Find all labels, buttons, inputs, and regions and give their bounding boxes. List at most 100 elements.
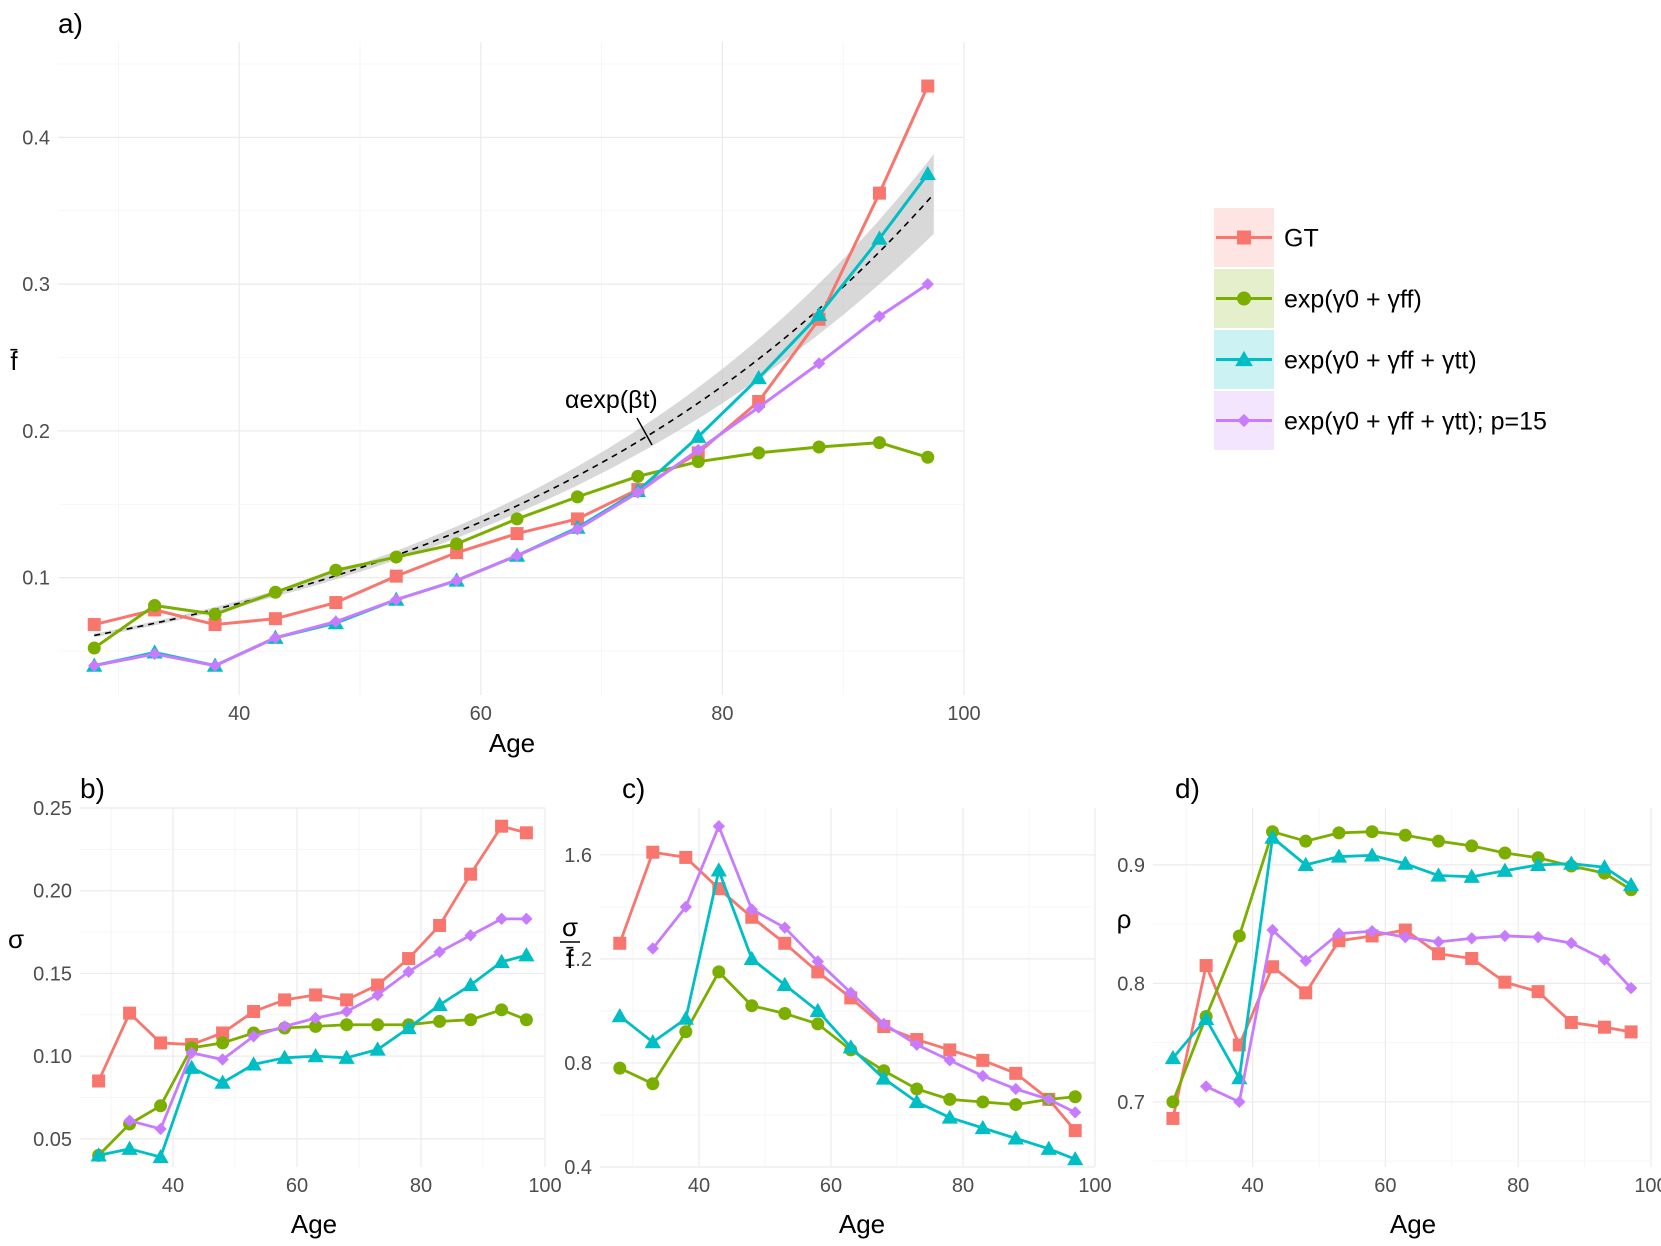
data-point-GT (340, 993, 354, 1007)
data-point-exp2 (1430, 867, 1447, 882)
data-point-exp3 (812, 357, 826, 370)
plot-b: 40 60 80 100 0.05 0.10 0.15 0.20 0.25 (33, 798, 562, 1197)
data-point-exp3 (778, 921, 791, 934)
grid (58, 42, 965, 695)
series-exp1 (92, 1003, 533, 1162)
data-point-exp3 (1069, 1106, 1082, 1119)
series-exp3 (646, 820, 1082, 1119)
data-point-exp3 (1332, 927, 1346, 940)
data-point-GT (1598, 1020, 1612, 1034)
data-point-exp3 (712, 820, 725, 833)
series-line-GT (93, 85, 930, 627)
data-point-exp2 (690, 428, 707, 443)
x-tick-label: 80 (1507, 1175, 1529, 1197)
data-point-GT (1299, 986, 1313, 1000)
data-point-exp1 (87, 641, 101, 655)
y-tick-label: 0.9 (1117, 855, 1145, 877)
legend-key-marker (1237, 413, 1251, 428)
series-line-exp3 (651, 824, 1076, 1114)
y-tick-label: 0.2 (22, 421, 50, 443)
series-exp2 (86, 165, 936, 672)
data-point-GT (976, 1053, 990, 1067)
data-point-GT (1009, 1066, 1023, 1080)
panel-a-xlabel: Age (489, 728, 535, 758)
data-point-exp2 (809, 1002, 826, 1018)
data-point-exp1 (433, 1014, 447, 1028)
x-tick-label: 100 (947, 703, 980, 725)
data-point-GT (268, 612, 282, 626)
data-point-exp1 (208, 607, 222, 621)
panel-b: b) 40 60 80 100 0.05 0.10 0.15 0.20 0.25 Age σ (8, 773, 562, 1239)
data-point-exp2 (611, 1007, 628, 1023)
data-point-exp1 (154, 1099, 168, 1113)
legend-key-marker (1235, 350, 1253, 367)
data-point-exp2 (1622, 876, 1640, 892)
data-point-exp3 (495, 912, 508, 926)
x-tick-label: 40 (228, 703, 250, 725)
data-point-exp1 (464, 1013, 478, 1027)
data-point-exp3 (921, 277, 934, 291)
data-point-GT (1432, 947, 1446, 961)
series-exp2 (90, 947, 535, 1164)
data-point-exp1 (646, 1077, 660, 1091)
data-point-exp1 (752, 446, 766, 460)
data-point-exp1 (910, 1082, 924, 1096)
data-point-GT (1465, 951, 1479, 965)
panel-b-ylabel: σ (8, 924, 24, 954)
x-tick-label: 100 (1634, 1175, 1661, 1197)
plot-d: 40 60 80 100 0.7 0.8 0.9 (1117, 808, 1661, 1197)
data-point-exp2 (677, 1010, 694, 1025)
data-point-exp2 (338, 1049, 355, 1064)
data-point-exp3 (154, 1122, 167, 1136)
series-GT (1166, 923, 1638, 1125)
data-point-exp2 (1596, 859, 1613, 874)
panel-c: c) 40 60 80 100 0.4 0.8 1.2 1.6 Age σ f̄ (560, 773, 1112, 1239)
data-point-exp2 (908, 1093, 925, 1109)
y-tick-label: 0.3 (22, 274, 50, 296)
data-point-exp3 (216, 1053, 229, 1066)
data-point-exp2 (1297, 856, 1314, 871)
data-point-exp1 (268, 585, 282, 599)
data-point-exp2 (941, 1109, 958, 1124)
data-point-exp3 (752, 401, 765, 414)
panel-b-xlabel: Age (291, 1209, 337, 1239)
data-point-exp3 (877, 1017, 890, 1031)
y-tick-label: 0.4 (564, 1157, 592, 1179)
x-tick-label: 60 (470, 703, 492, 725)
data-point-exp3 (464, 929, 477, 942)
series-exp2 (611, 862, 1084, 1166)
data-point-exp1 (371, 1018, 385, 1032)
data-point-exp3 (433, 945, 446, 959)
data-point-exp1 (216, 1036, 230, 1050)
data-point-exp2 (710, 862, 727, 877)
data-point-exp3 (185, 1046, 198, 1060)
x-tick-label: 80 (410, 1175, 432, 1197)
data-point-exp2 (183, 1059, 200, 1074)
y-tick-label: 0.7 (1117, 1092, 1145, 1114)
data-point-exp2 (776, 976, 793, 991)
legend-item-exp3: exp(γ0 + γff + γtt); p=15 (1214, 391, 1547, 450)
data-point-GT (778, 936, 792, 950)
panel-d-ylabel: ρ (1117, 904, 1132, 934)
data-point-exp1 (1166, 1095, 1180, 1109)
data-point-GT (1531, 985, 1545, 999)
x-tick-label: 60 (286, 1175, 308, 1197)
data-point-exp1 (148, 598, 162, 612)
data-point-exp2 (1363, 847, 1381, 862)
data-point-exp2 (919, 165, 936, 181)
data-point-GT (646, 845, 660, 859)
data-point-GT (371, 978, 385, 992)
data-point-exp3 (1565, 936, 1578, 950)
data-point-exp3 (123, 1114, 136, 1127)
data-point-exp2 (743, 950, 760, 965)
y-tick-label: 1.2 (564, 949, 592, 971)
data-point-exp2 (871, 230, 888, 245)
data-point-exp1 (329, 563, 343, 577)
data-point-GT (433, 918, 447, 932)
data-point-exp3 (340, 1005, 353, 1018)
data-point-exp3 (371, 988, 384, 1002)
data-point-exp2 (518, 947, 535, 962)
series-exp1 (87, 436, 935, 655)
grid (80, 807, 546, 1167)
